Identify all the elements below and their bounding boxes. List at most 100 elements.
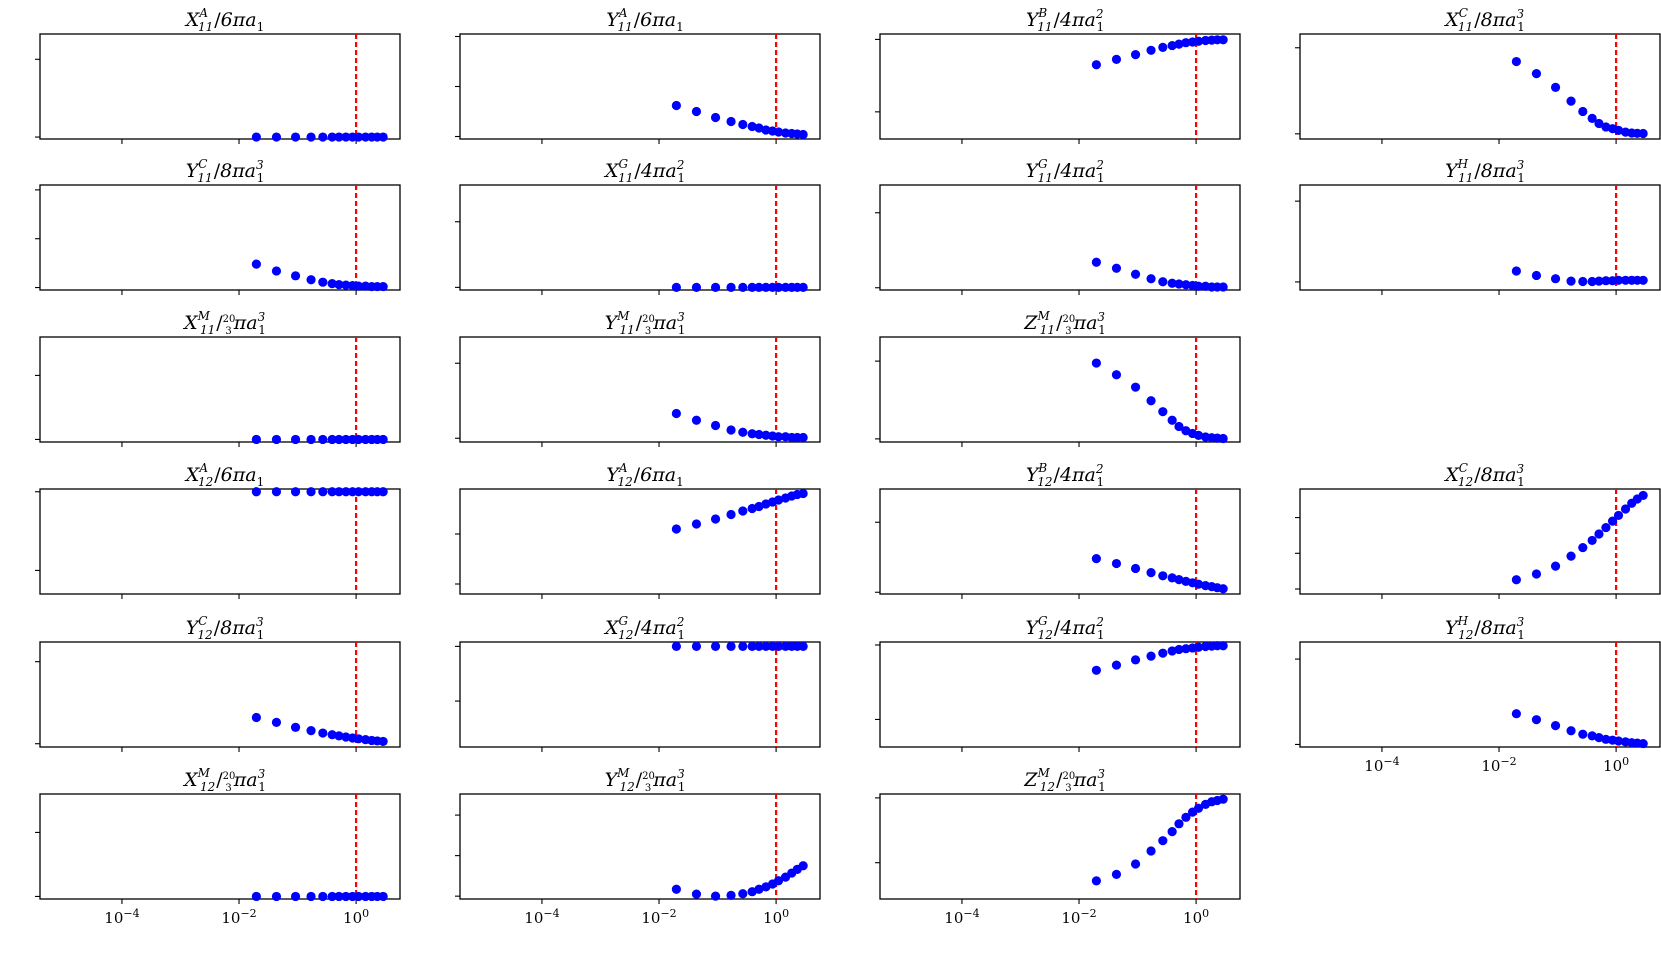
data-point [1130, 859, 1141, 869]
data-point [1167, 826, 1177, 837]
data-point [1511, 56, 1521, 67]
data-point [306, 132, 316, 142]
data-point [1511, 709, 1521, 719]
subplot-title: YM 12/20 3 πa3 1 [605, 766, 686, 794]
data-point [738, 427, 748, 437]
axes-frame [1299, 488, 1661, 595]
data-point [710, 112, 721, 123]
data-point [1613, 510, 1624, 521]
data-point [341, 280, 351, 290]
data-point [671, 884, 681, 894]
axes-frame [459, 793, 821, 900]
axes-frame [39, 336, 401, 443]
data-point [251, 487, 261, 497]
data-point [318, 891, 328, 902]
data-point [334, 731, 344, 741]
data-point [691, 519, 702, 529]
data-point [1130, 50, 1141, 60]
subplot-title: YH 12/8πa3 1 [1445, 614, 1525, 642]
data-point [378, 434, 388, 445]
subplot-3-3: XC 12/8πa3 1 [1295, 461, 1661, 599]
data-point [691, 415, 702, 425]
data-point [1174, 39, 1184, 49]
data-point [754, 429, 764, 440]
data-point [747, 429, 757, 439]
data-point [798, 129, 808, 140]
axes-frame [879, 184, 1241, 291]
subplot-5-0: 10−4 10−2 100 XM 12/20 3 πa3 1 [35, 766, 401, 928]
data-point [353, 132, 364, 142]
data-point [318, 277, 328, 287]
data-point [1578, 729, 1588, 739]
axes-frame [459, 488, 821, 595]
data-point [271, 434, 282, 445]
data-point [671, 100, 681, 111]
data-point [754, 123, 764, 133]
axes-frame [39, 793, 401, 900]
data-point [738, 641, 748, 651]
data-point [334, 487, 344, 497]
data-point [1091, 876, 1101, 886]
subplot-4-3: 10−4 10−2 100 YH 12/8πa3 1 [1295, 614, 1661, 775]
subplot-2-1: YM 11/20 3 πa3 1 [455, 309, 821, 447]
data-point [738, 506, 748, 516]
data-point [738, 282, 748, 292]
subplot-title: XM 12/20 3 πa3 1 [182, 766, 266, 794]
data-point [318, 132, 328, 142]
data-point [327, 132, 337, 142]
data-point [290, 132, 301, 142]
data-point [290, 487, 301, 497]
subplot-title: XC 12/8πa3 1 [1443, 461, 1525, 489]
data-point [378, 132, 388, 142]
data-point [251, 891, 261, 902]
data-point [1594, 276, 1604, 286]
subplot-title: XG 11/4πa2 1 [603, 157, 685, 185]
data-point [754, 884, 764, 894]
data-point [691, 282, 702, 292]
subplot-1-1: XG 11/4πa2 1 [455, 157, 821, 295]
subplot-title: YA 12/6πa1 [606, 461, 683, 489]
data-point [798, 432, 808, 443]
data-point [271, 891, 282, 902]
subplot-title: YG 12/4πa2 1 [1025, 614, 1104, 642]
axes-frame [39, 184, 401, 291]
data-point [671, 641, 681, 651]
subplot-2-0: XM 11/20 3 πa3 1 [35, 309, 401, 447]
data-point [798, 282, 808, 292]
data-point [318, 728, 328, 738]
data-point [334, 434, 344, 445]
data-point [1638, 738, 1648, 749]
axes-frame [879, 641, 1241, 748]
data-point [1587, 113, 1597, 123]
x-tick-label: 10−4 [104, 907, 139, 928]
data-point [773, 495, 784, 505]
data-point [691, 106, 702, 117]
data-point [1620, 504, 1631, 514]
data-point [726, 282, 736, 292]
data-point [747, 641, 757, 651]
data-point [1174, 421, 1184, 432]
subplot-3-0: XA 12/6πa1 [35, 461, 401, 599]
data-point [271, 487, 282, 497]
axes-frame [459, 641, 821, 748]
data-point [726, 641, 736, 651]
data-point [1130, 563, 1141, 574]
data-point [1111, 869, 1122, 879]
data-point [1091, 358, 1101, 368]
data-point [334, 891, 344, 902]
axes-frame [39, 488, 401, 595]
data-point [290, 434, 301, 445]
data-point [761, 641, 771, 651]
data-point [1587, 535, 1597, 546]
subplot-title: YH 11/8πa3 1 [1445, 157, 1525, 185]
data-point [1566, 726, 1576, 736]
data-point [306, 487, 316, 497]
subplot-3-1: YA 12/6πa1 [455, 461, 821, 599]
data-point [1638, 128, 1648, 139]
data-point [1578, 276, 1588, 287]
data-point [710, 420, 721, 431]
subplot-title: YB 11/4πa2 1 [1026, 6, 1104, 34]
data-point [691, 889, 702, 899]
x-tick-label: 10−2 [641, 907, 676, 928]
data-point [1193, 281, 1204, 291]
